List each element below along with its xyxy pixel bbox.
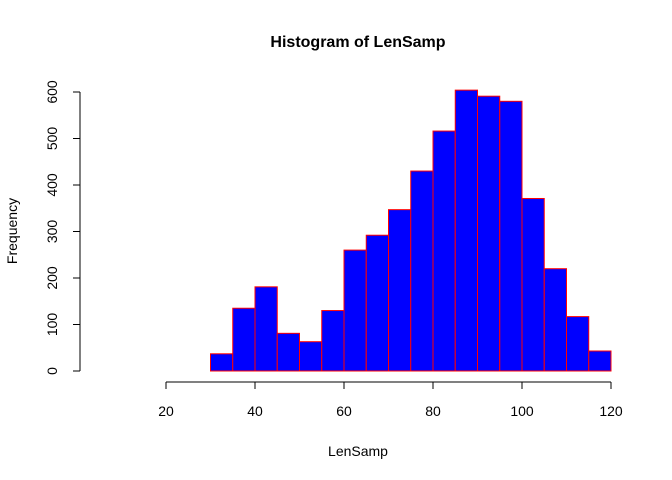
histogram-bar bbox=[321, 310, 345, 372]
histogram-bar bbox=[566, 316, 590, 372]
histogram-bar bbox=[499, 100, 523, 372]
y-tick-label: 400 bbox=[44, 173, 60, 197]
y-tick-label: 600 bbox=[44, 80, 60, 104]
x-axis-label: LenSamp bbox=[328, 443, 388, 459]
histogram-bar bbox=[410, 170, 434, 372]
histogram-bar bbox=[521, 197, 545, 372]
y-tick-label: 200 bbox=[44, 266, 60, 290]
y-tick-label: 300 bbox=[44, 220, 60, 244]
x-tick-label: 40 bbox=[247, 403, 263, 419]
histogram-bar bbox=[276, 332, 300, 372]
histogram-bar bbox=[299, 341, 323, 372]
x-tick-label: 80 bbox=[425, 403, 441, 419]
x-tick-label: 100 bbox=[510, 403, 534, 419]
x-tick-label: 20 bbox=[158, 403, 174, 419]
histogram-bar bbox=[543, 268, 567, 372]
histogram-bar bbox=[388, 209, 412, 372]
histogram-bar bbox=[254, 286, 278, 372]
y-tick-label: 0 bbox=[44, 367, 60, 375]
histogram-bar bbox=[588, 350, 612, 372]
bar-group bbox=[210, 89, 612, 372]
histogram-bar bbox=[210, 353, 234, 372]
histogram-bar bbox=[432, 130, 456, 372]
x-tick-label: 120 bbox=[599, 403, 623, 419]
y-tick-label: 500 bbox=[44, 127, 60, 151]
histogram-bar bbox=[343, 249, 367, 372]
x-axis: 20 40 60 80 100 120 bbox=[158, 381, 623, 419]
histogram-bar bbox=[454, 89, 478, 372]
y-tick-label: 100 bbox=[44, 313, 60, 337]
histogram-bar bbox=[365, 234, 389, 372]
histogram-bar bbox=[232, 307, 256, 372]
chart-title: Histogram of LenSamp bbox=[270, 34, 445, 51]
histogram-bar bbox=[477, 95, 501, 372]
y-axis: 0 100 200 300 400 500 600 bbox=[44, 80, 81, 375]
x-tick-label: 60 bbox=[336, 403, 352, 419]
y-axis-label: Frequency bbox=[4, 198, 20, 264]
